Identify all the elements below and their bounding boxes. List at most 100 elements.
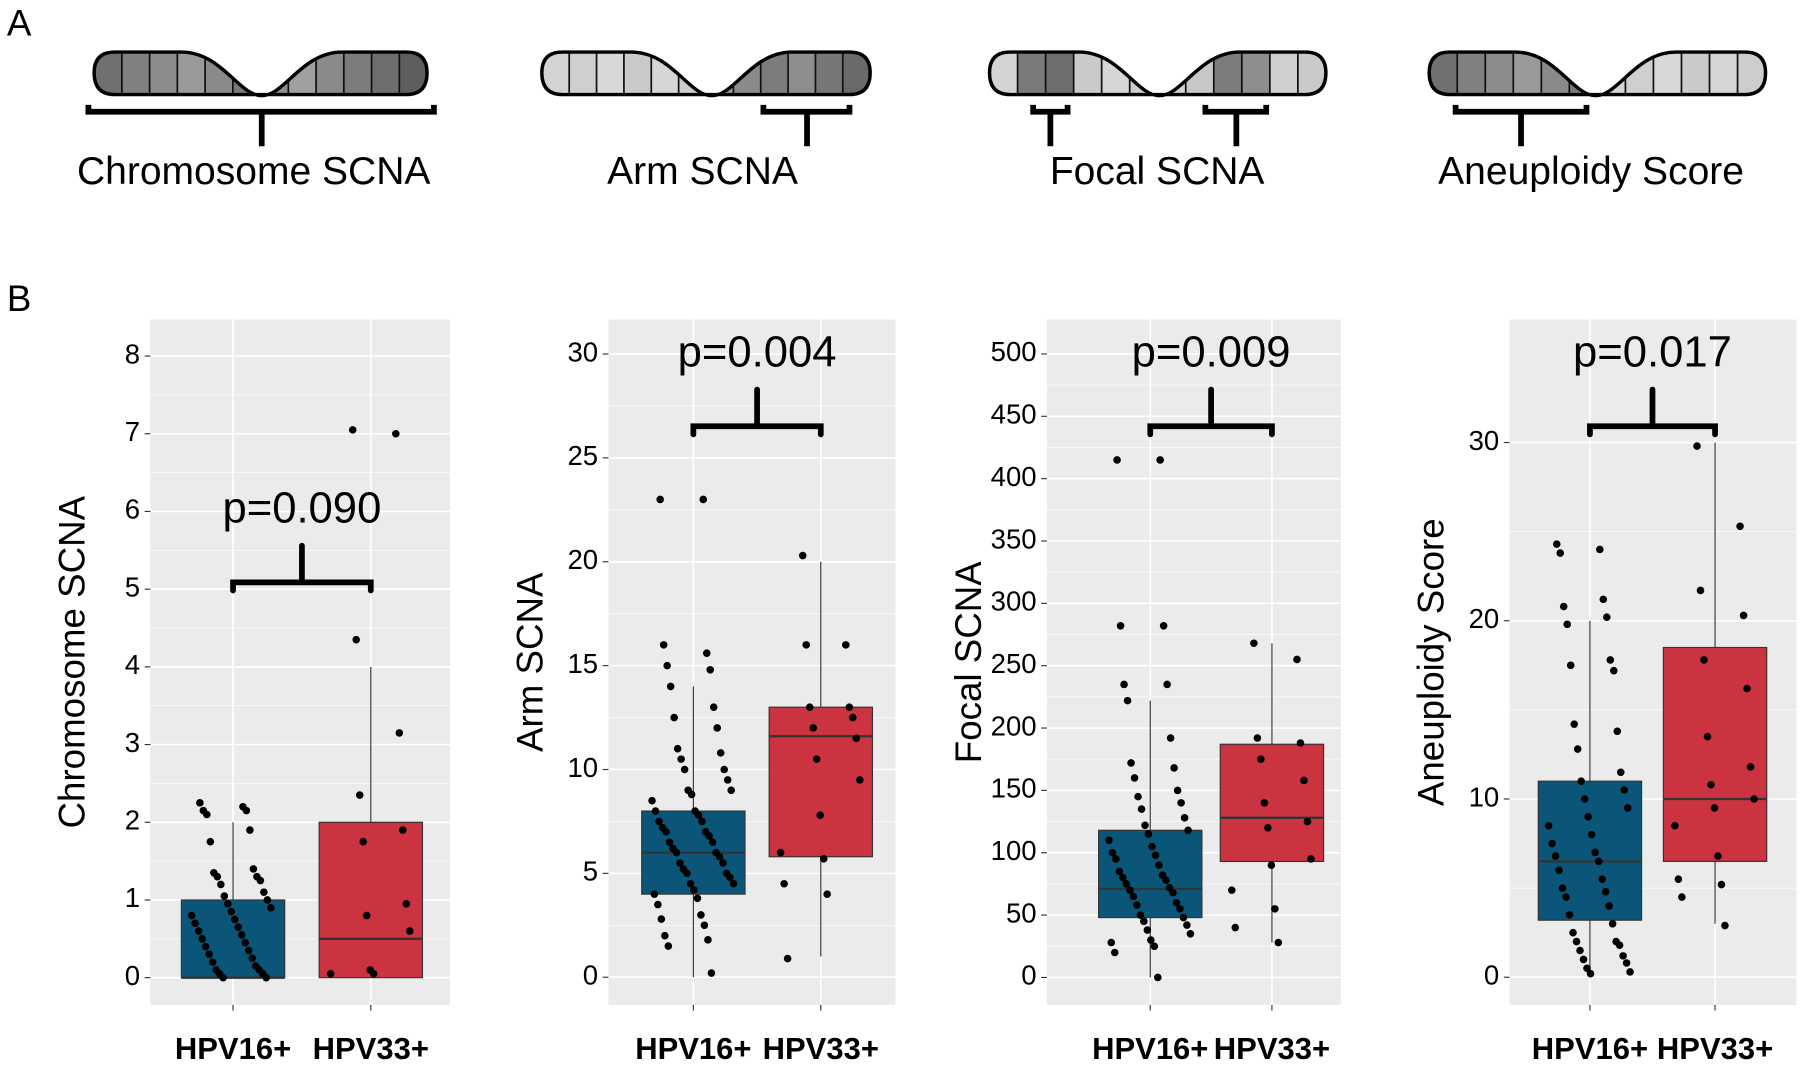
- data-point: [648, 796, 656, 805]
- data-point: [697, 911, 705, 919]
- y-tick-label: 10: [567, 752, 598, 783]
- region-bracket: [85, 104, 437, 147]
- data-point: [1622, 959, 1631, 967]
- y-tick-label: 100: [991, 835, 1037, 866]
- data-point: [805, 703, 814, 711]
- data-point: [1260, 799, 1269, 807]
- data-point: [1151, 851, 1160, 860]
- diagram-label: Focal SCNA: [1050, 150, 1265, 193]
- y-tick-label: 20: [1469, 603, 1500, 634]
- data-point: [1163, 680, 1171, 689]
- data-point: [663, 661, 671, 670]
- data-point: [1173, 786, 1182, 795]
- data-point: [1576, 946, 1584, 955]
- data-point: [1122, 880, 1131, 888]
- data-point: [1119, 873, 1127, 882]
- data-point: [1626, 968, 1634, 976]
- data-point: [657, 915, 666, 923]
- data-point: [369, 969, 378, 978]
- data-point: [690, 886, 698, 894]
- data-point: [1623, 804, 1632, 812]
- data-point: [1739, 611, 1748, 620]
- x-tick-label: HPV16+: [1092, 1031, 1208, 1066]
- data-point: [1141, 821, 1149, 830]
- data-point: [1584, 813, 1592, 821]
- data-point: [246, 826, 254, 834]
- data-point: [699, 495, 708, 504]
- x-tick-label: HPV16+: [1532, 1031, 1648, 1066]
- data-point: [676, 859, 684, 867]
- data-point: [1565, 911, 1574, 919]
- diagram-label: Aneuploidy Score: [1438, 150, 1744, 193]
- diagram-label: Arm SCNA: [607, 150, 798, 193]
- data-point: [1603, 613, 1611, 621]
- data-point: [1608, 919, 1617, 928]
- data-point: [1271, 905, 1279, 913]
- chromosome-band: [1709, 52, 1739, 96]
- chromosome-band: [1073, 52, 1103, 96]
- data-point: [661, 931, 669, 940]
- data-point: [355, 791, 364, 799]
- data-point: [1703, 732, 1712, 741]
- data-point: [729, 879, 738, 888]
- data-point: [1123, 696, 1132, 705]
- chromosome-band: [1457, 52, 1486, 96]
- significance-bracket: [1147, 386, 1275, 438]
- y-tick-label: 5: [125, 571, 140, 602]
- box: [768, 706, 874, 858]
- data-point: [1620, 786, 1629, 794]
- data-point: [1155, 861, 1163, 869]
- data-point: [1180, 814, 1189, 822]
- data-point: [713, 724, 722, 732]
- data-point: [359, 837, 368, 846]
- data-point: [1170, 764, 1178, 772]
- data-point: [224, 900, 232, 908]
- data-point: [1609, 666, 1618, 675]
- y-axis-title: Focal SCNA: [948, 561, 989, 764]
- box: [1219, 743, 1325, 863]
- data-point: [694, 811, 703, 819]
- y-tick-label: 150: [991, 773, 1037, 804]
- data-point: [1613, 727, 1622, 736]
- data-point: [1127, 759, 1135, 767]
- data-point: [709, 703, 718, 711]
- data-point: [352, 635, 361, 644]
- data-point: [1717, 880, 1726, 889]
- data-point: [1580, 795, 1589, 803]
- data-point: [326, 969, 335, 978]
- data-point: [392, 429, 400, 438]
- data-point: [720, 765, 729, 774]
- chromosome-band: [343, 52, 373, 96]
- data-point: [1674, 875, 1683, 883]
- data-point: [700, 921, 709, 930]
- data-point: [1559, 602, 1568, 611]
- data-point: [1714, 852, 1722, 860]
- x-tick-label: HPV33+: [313, 1031, 429, 1066]
- data-point: [1544, 821, 1553, 830]
- significance-bracket: [690, 386, 824, 438]
- chromosome-band: [1269, 52, 1299, 96]
- x-tick-label: HPV33+: [1214, 1031, 1330, 1066]
- x-tick-label: HPV16+: [175, 1031, 291, 1066]
- data-point: [1577, 777, 1585, 785]
- chromosome-band: [623, 52, 652, 96]
- data-point: [194, 927, 203, 935]
- data-point: [1274, 938, 1283, 947]
- data-point: [1307, 855, 1315, 863]
- y-tick-label: 10: [1469, 781, 1500, 812]
- data-point: [842, 641, 850, 649]
- chromosome-outline: [92, 50, 429, 98]
- data-point: [1116, 622, 1125, 630]
- data-point: [698, 817, 706, 826]
- chromosome-outline: [1427, 50, 1768, 98]
- chromosome-band: [788, 52, 817, 96]
- data-point: [1594, 857, 1603, 866]
- y-tick-label: 200: [991, 710, 1037, 741]
- y-tick-label: 0: [1484, 960, 1499, 991]
- x-tick-label: HPV33+: [1657, 1031, 1773, 1066]
- data-point: [220, 892, 229, 900]
- data-point: [237, 931, 246, 939]
- data-point: [798, 551, 807, 560]
- data-point: [664, 942, 673, 950]
- data-point: [802, 641, 811, 649]
